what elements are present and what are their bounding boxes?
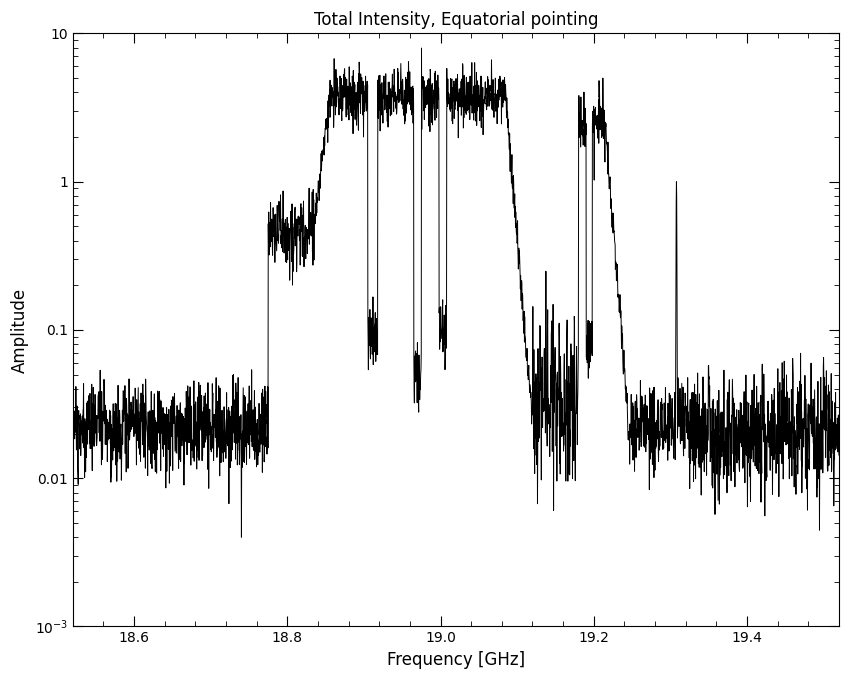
Y-axis label: Amplitude: Amplitude — [11, 288, 29, 373]
X-axis label: Frequency [GHz]: Frequency [GHz] — [387, 651, 525, 669]
Title: Total Intensity, Equatorial pointing: Total Intensity, Equatorial pointing — [314, 11, 598, 29]
